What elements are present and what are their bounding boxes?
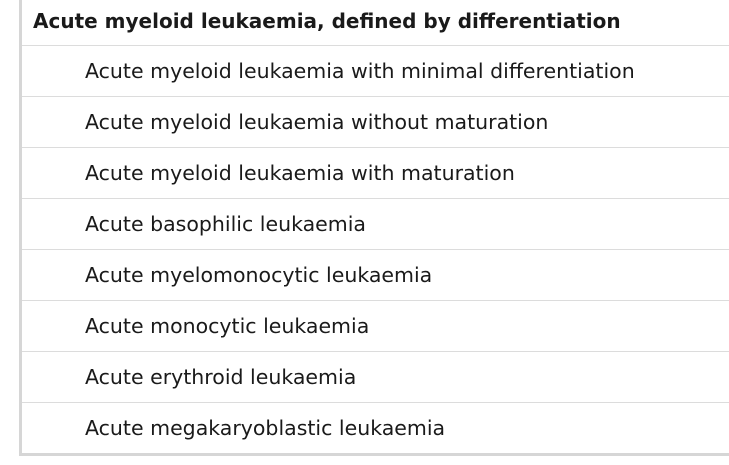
table-row: Acute myeloid leukaemia with minimal dif…: [22, 46, 729, 97]
table-row: Acute myeloid leukaemia with maturation: [22, 148, 729, 199]
classification-table: Acute myeloid leukaemia, defined by diff…: [19, 0, 729, 456]
table-row: Acute basophilic leukaemia: [22, 199, 729, 250]
table-row: Acute megakaryoblastic leukaemia: [85, 416, 446, 440]
table-header: Acute myeloid leukaemia, defined by diff…: [22, 0, 729, 46]
table-row: Acute monocytic leukaemia: [22, 301, 729, 352]
table-row: Acute myelomonocytic leukaemia: [22, 250, 729, 301]
table-row: Acute erythroid leukaemia: [22, 352, 729, 403]
table-row: Acute myeloid leukaemia without maturati…: [22, 97, 729, 148]
